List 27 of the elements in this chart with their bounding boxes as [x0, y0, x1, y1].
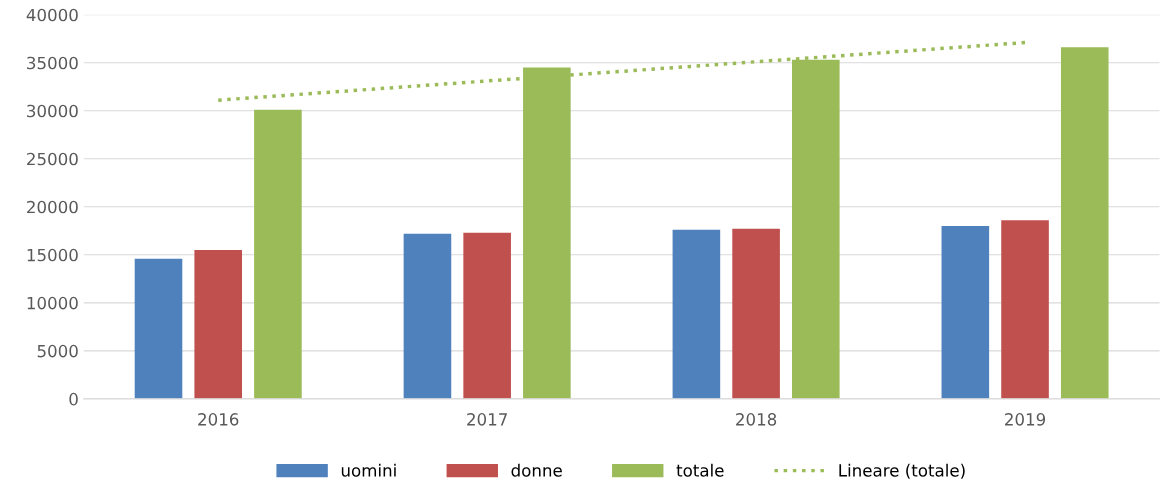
y-tick-label: 35000 [27, 56, 78, 70]
y-tick-label: 40000 [26, 8, 78, 22]
bar [941, 225, 990, 399]
y-tick-label: 10000 [27, 296, 78, 310]
x-tick-label: 2016 [198, 413, 239, 426]
x-tick-label: 2018 [736, 413, 777, 426]
legend-label: uomini [341, 463, 396, 477]
x-tick-label: 2017 [467, 413, 507, 426]
bar [463, 232, 511, 399]
x-tick-label: 2019 [1005, 413, 1046, 426]
y-tick-label: 5000 [37, 344, 78, 358]
y-tick-label: 30000 [27, 104, 78, 118]
y-tick-label: 20000 [27, 200, 78, 214]
bar [672, 229, 721, 399]
y-tick-label: 25000 [27, 152, 78, 166]
y-tick-label: 15000 [27, 248, 78, 262]
legend-label: Lineare (totale) [839, 463, 965, 479]
bar [194, 250, 243, 399]
bar [732, 228, 780, 399]
bar [254, 109, 302, 399]
legend-label: donne [511, 463, 562, 477]
y-tick-label: 0 [69, 392, 78, 406]
bar [1060, 47, 1109, 399]
bar [134, 258, 183, 399]
bar [1001, 220, 1049, 399]
legend-label: totale [676, 463, 724, 477]
bar [403, 233, 452, 399]
